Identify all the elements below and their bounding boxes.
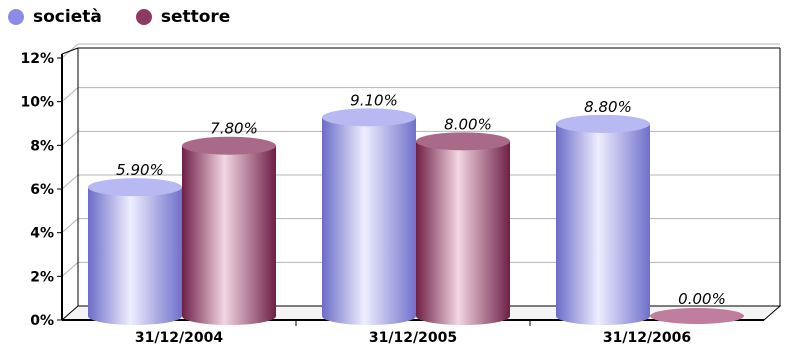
- data-label-societa-1: 9.10%: [350, 91, 398, 109]
- legend-swatch-settore: [135, 9, 152, 25]
- y-tick-label: 0%: [30, 313, 54, 329]
- bar-societa-2: [556, 114, 650, 325]
- bar-societa-1: [322, 108, 416, 325]
- bar-settore-2-flat: [650, 308, 744, 324]
- bar-societa-1-cap: [322, 108, 416, 127]
- y-axis-top-depth: [61, 47, 79, 55]
- bars-layer: [88, 108, 744, 325]
- chart-legend: società settore: [8, 4, 230, 30]
- x-tick-label-1: 31/12/2005: [369, 330, 457, 346]
- bar-settore-0-body: [182, 145, 276, 325]
- bar-settore-0-cap: [182, 136, 276, 155]
- data-label-societa-0: 5.90%: [116, 161, 164, 179]
- gridline-side: [61, 130, 79, 146]
- bar-societa-0: [88, 178, 182, 325]
- y-tick-label: 8%: [30, 138, 54, 154]
- bar-settore-0: [182, 136, 276, 325]
- legend-label-societa: società: [33, 7, 102, 27]
- bar-societa-0-body: [88, 187, 182, 325]
- data-label-settore-1: 8.00%: [444, 115, 492, 133]
- data-label-settore-0: 7.80%: [210, 120, 258, 138]
- x-tick-label-0: 31/12/2004: [135, 330, 223, 346]
- bar-societa-2-cap: [556, 114, 650, 133]
- legend-item-settore: settore: [135, 7, 231, 27]
- y-tick-label: 10%: [20, 95, 54, 111]
- y-tick-label: 4%: [30, 226, 54, 242]
- bar-settore-2: [650, 308, 744, 324]
- gridline-side: [61, 174, 79, 190]
- x-tick-label-2: 31/12/2006: [603, 330, 691, 346]
- gridline-side: [61, 261, 79, 277]
- y-tick-label: 2%: [30, 269, 54, 285]
- bar-societa-1-body: [322, 117, 416, 325]
- bar-societa-2-body: [556, 123, 650, 325]
- bar-settore-1-body: [416, 141, 510, 325]
- gridline-side: [61, 218, 79, 234]
- data-label-societa-2: 8.80%: [584, 98, 632, 116]
- bar-settore-1: [416, 132, 510, 325]
- bar-settore-1-cap: [416, 132, 510, 151]
- legend-item-societa: società: [8, 7, 102, 27]
- bar-societa-0-cap: [88, 178, 182, 197]
- y-tick-label: 6%: [30, 182, 54, 198]
- gridline-side: [61, 87, 79, 103]
- legend-swatch-societa: [8, 9, 24, 25]
- y-tick-label: 12%: [20, 51, 54, 67]
- legend-label-settore: settore: [160, 7, 231, 27]
- data-label-settore-2: 0.00%: [678, 290, 726, 308]
- labels-layer: 0% 2% 4% 6% 8% 10% 12% 5.90% 7.80% 31/12/2004 9.10…: [20, 51, 725, 346]
